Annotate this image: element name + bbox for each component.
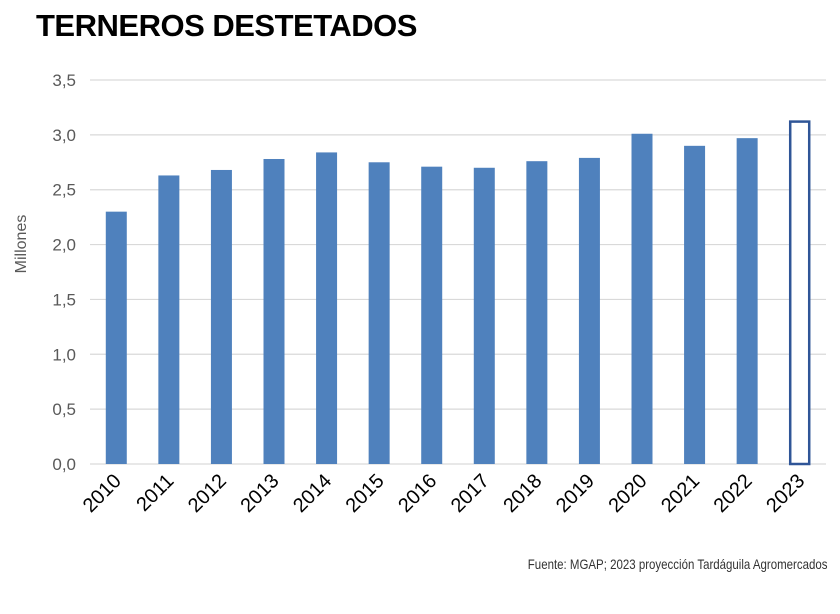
y-tick-label: 0,5 <box>52 400 76 419</box>
bar-2022 <box>736 138 758 465</box>
x-tick-label: 2021 <box>657 470 704 517</box>
bar-2019 <box>578 157 600 464</box>
x-tick-label: 2012 <box>184 470 231 517</box>
bars <box>105 120 811 466</box>
x-tick-label: 2010 <box>79 470 126 517</box>
bar-2023-projected <box>788 120 811 466</box>
bar-2013 <box>263 158 285 464</box>
y-tick-label: 1,5 <box>52 290 76 309</box>
x-tick-label: 2020 <box>605 470 652 517</box>
y-tick-label: 2,0 <box>52 236 76 255</box>
y-axis-ticks: 0,0 0,5 1,0 1,5 2,0 2,5 3,0 3,5 <box>52 71 76 474</box>
x-axis-ticks: 2010 2011 2012 2013 2014 2015 2016 2017 2018 2019… <box>79 470 809 517</box>
y-tick-label: 0,0 <box>52 455 76 474</box>
bar-2018 <box>526 161 548 464</box>
y-tick-label: 3,0 <box>52 126 76 145</box>
x-tick-label: 2011 <box>132 470 178 516</box>
x-tick-label: 2014 <box>289 470 336 517</box>
x-tick-label: 2019 <box>552 470 599 517</box>
bar-2010 <box>105 211 127 464</box>
gridlines <box>90 79 826 465</box>
x-tick-label: 2017 <box>447 470 494 517</box>
x-tick-label: 2023 <box>762 470 809 517</box>
bar-2021 <box>684 145 706 465</box>
bar-2020 <box>631 133 653 464</box>
x-tick-label: 2022 <box>710 470 757 517</box>
x-tick-label: 2018 <box>499 470 546 517</box>
bar-2016 <box>421 166 443 464</box>
x-tick-label: 2016 <box>394 470 441 517</box>
y-tick-label: 1,0 <box>52 345 76 364</box>
x-tick-label: 2015 <box>342 470 389 517</box>
bar-2017 <box>473 167 495 464</box>
bar-2011 <box>158 175 180 465</box>
bar-2015 <box>368 162 390 465</box>
chart-title: TERNEROS DESTETADOS <box>36 8 417 43</box>
bar-2014 <box>316 152 338 464</box>
y-tick-label: 3,5 <box>52 71 76 90</box>
y-tick-label: 2,5 <box>52 181 76 200</box>
y-axis-label: Millones <box>13 215 30 274</box>
x-tick-label: 2013 <box>237 470 284 517</box>
source-note: Fuente: MGAP; 2023 proyección Tardáguila… <box>528 556 828 572</box>
bar-2012 <box>210 169 232 465</box>
